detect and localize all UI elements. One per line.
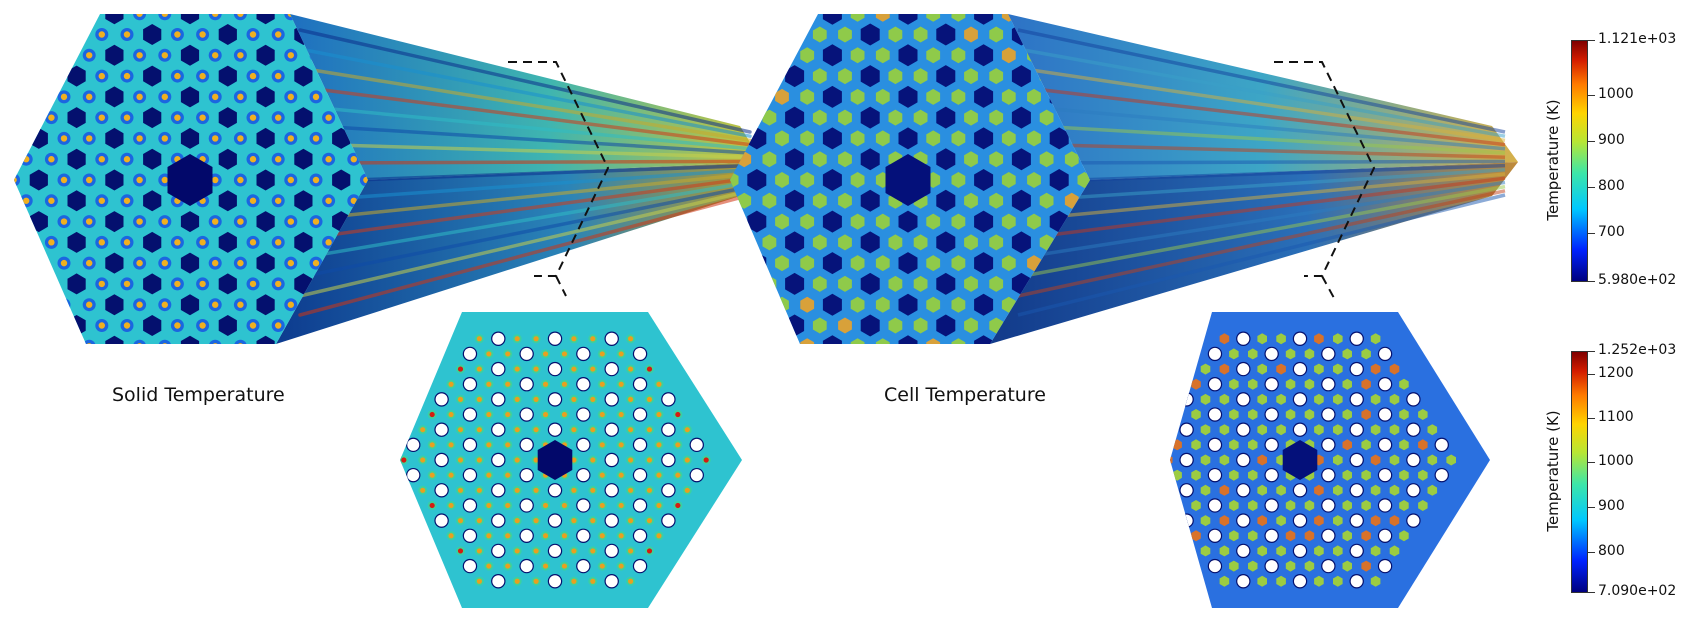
cell-temperature-label: Cell Temperature: [884, 384, 1046, 406]
colorbar-bottom-gradient: [1571, 351, 1588, 593]
colorbar-bottom-tick: 800: [1598, 543, 1625, 559]
cell-prism: [730, 14, 1518, 344]
solid-temperature-label: Solid Temperature: [112, 384, 285, 406]
cell-cross-section: [1170, 312, 1490, 608]
cut-indicator-right: [1274, 61, 1376, 299]
colorbar-bottom-tick: 1000: [1598, 453, 1634, 469]
colorbar-top-gradient: [1571, 40, 1588, 282]
solid-prism: [14, 14, 762, 344]
colorbar-bottom-max: 1.252e+03: [1598, 342, 1677, 358]
colorbar-top-min: 5.980e+02: [1598, 272, 1677, 288]
cut-indicator-left: [508, 61, 610, 297]
colorbar-top-tick: 1000: [1598, 86, 1634, 102]
colorbar-top-title: Temperature (K): [1544, 99, 1562, 221]
colorbar-bottom-min: 7.090e+02: [1598, 583, 1677, 599]
solid-cross-section: [400, 312, 742, 608]
colorbar-top-max: 1.121e+03: [1598, 31, 1677, 47]
colorbar-bottom-tick: 900: [1598, 498, 1625, 514]
colorbar-top-tick: 700: [1598, 224, 1625, 240]
colorbar-bottom-tick: 1200: [1598, 365, 1634, 381]
colorbar-top-tick: 900: [1598, 132, 1625, 148]
colorbar-bottom-tick: 1100: [1598, 409, 1634, 425]
colorbar-top-tick: 800: [1598, 178, 1625, 194]
colorbar-bottom-title: Temperature (K): [1544, 410, 1562, 532]
